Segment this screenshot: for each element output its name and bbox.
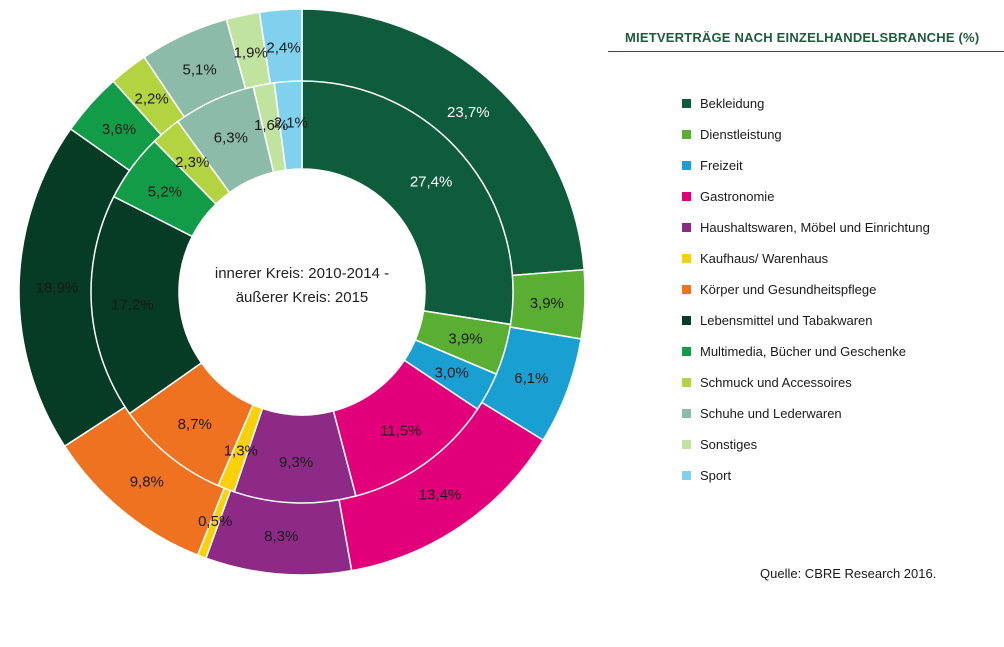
legend-label: Multimedia, Bücher und Geschenke bbox=[700, 344, 906, 359]
legend-label: Kaufhaus/ Warenhaus bbox=[700, 251, 829, 266]
inner-label-sport: 2,1% bbox=[274, 114, 308, 131]
source-note: Quelle: CBRE Research 2016. bbox=[760, 566, 937, 581]
legend-swatch bbox=[682, 130, 691, 139]
outer-label-sport: 2,4% bbox=[266, 40, 300, 57]
outer-label-multimedia-buecher-und-geschenke: 3,6% bbox=[102, 121, 136, 138]
inner-label-kaufhaus-warenhaus: 1,3% bbox=[224, 443, 258, 460]
legend-swatch bbox=[682, 409, 691, 418]
donut-chart: 23,7% 3,9% 6,1% 13,4% 8,3% 0,5% 9,8% 18,9% 3,6% 2… bbox=[18, 8, 586, 576]
legend-swatch bbox=[682, 347, 691, 356]
legend-item-lebensmittel-und-tabakwaren: Lebensmittel und Tabakwaren bbox=[682, 305, 930, 336]
legend-swatch bbox=[682, 223, 691, 232]
title-rule bbox=[608, 51, 1004, 52]
outer-label-lebensmittel-und-tabakwaren: 18,9% bbox=[36, 279, 79, 296]
inner-label-gastronomie: 11,5% bbox=[380, 422, 421, 439]
inner-label-freizeit: 3,0% bbox=[435, 365, 469, 382]
legend-item-haushaltswaren-moebel-und-einrichtung: Haushaltswaren, Möbel und Einrichtung bbox=[682, 212, 930, 243]
inner-ring bbox=[90, 80, 514, 504]
legend-swatch bbox=[682, 440, 691, 449]
inner-label-lebensmittel-und-tabakwaren: 17,2% bbox=[111, 296, 154, 313]
legend-swatch bbox=[682, 285, 691, 294]
legend-swatch bbox=[682, 192, 691, 201]
outer-label-schuhe-und-lederwaren: 5,1% bbox=[182, 61, 216, 78]
legend-label: Schmuck und Accessoires bbox=[700, 375, 852, 390]
inner-label-haushaltswaren-moebel-und-einrichtung: 9,3% bbox=[279, 454, 313, 471]
legend-label: Dienstleistung bbox=[700, 127, 782, 142]
inner-label-koerper-und-gesundheitspflege: 8,7% bbox=[178, 416, 212, 433]
segment-labels: 23,7% 3,9% 6,1% 13,4% 8,3% 0,5% 9,8% 18,9% 3,6% 2… bbox=[36, 40, 564, 545]
legend-item-bekleidung: Bekleidung bbox=[682, 88, 930, 119]
legend-item-sport: Sport bbox=[682, 460, 930, 491]
center-line-2: äußerer Kreis: 2015 bbox=[236, 289, 369, 306]
inner-slice-bekleidung bbox=[301, 80, 514, 326]
legend-label: Haushaltswaren, Möbel und Einrichtung bbox=[700, 220, 930, 235]
legend-item-kaufhaus-warenhaus: Kaufhaus/ Warenhaus bbox=[682, 243, 930, 274]
legend-swatch bbox=[682, 254, 691, 263]
outer-label-dienstleistung: 3,9% bbox=[530, 295, 564, 312]
inner-label-schmuck-und-accessoires: 2,3% bbox=[175, 154, 209, 171]
legend-swatch bbox=[682, 471, 691, 480]
legend-item-multimedia-buecher-und-geschenke: Multimedia, Bücher und Geschenke bbox=[682, 336, 930, 367]
inner-label-bekleidung: 27,4% bbox=[410, 173, 453, 190]
legend-label: Sonstiges bbox=[700, 437, 758, 452]
legend-item-schmuck-und-accessoires: Schmuck und Accessoires bbox=[682, 367, 930, 398]
legend-label: Schuhe und Lederwaren bbox=[700, 406, 842, 421]
legend-item-koerper-und-gesundheitspflege: Körper und Gesundheitspflege bbox=[682, 274, 930, 305]
legend-swatch bbox=[682, 161, 691, 170]
outer-label-gastronomie: 13,4% bbox=[419, 487, 462, 504]
inner-label-dienstleistung: 3,9% bbox=[448, 331, 482, 348]
legend: Bekleidung Dienstleistung Freizeit Gastrono… bbox=[682, 88, 930, 491]
legend-item-schuhe-und-lederwaren: Schuhe und Lederwaren bbox=[682, 398, 930, 429]
outer-label-bekleidung: 23,7% bbox=[447, 104, 490, 121]
center-line-1: innerer Kreis: 2010-2014 - bbox=[215, 265, 389, 282]
legend-item-sonstiges: Sonstiges bbox=[682, 429, 930, 460]
outer-label-schmuck-und-accessoires: 2,2% bbox=[134, 91, 168, 108]
legend-label: Körper und Gesundheitspflege bbox=[700, 282, 877, 297]
legend-label: Sport bbox=[700, 468, 732, 483]
legend-swatch bbox=[682, 378, 691, 387]
outer-label-kaufhaus-warenhaus: 0,5% bbox=[198, 513, 232, 530]
legend-title: MIETVERTRÄGE NACH EINZELHANDELSBRANCHE (… bbox=[625, 30, 980, 45]
outer-label-freizeit: 6,1% bbox=[514, 370, 548, 387]
legend-swatch bbox=[682, 99, 691, 108]
legend-item-gastronomie: Gastronomie bbox=[682, 181, 930, 212]
inner-label-multimedia-buecher-und-geschenke: 5,2% bbox=[148, 184, 182, 201]
legend-item-dienstleistung: Dienstleistung bbox=[682, 119, 930, 150]
legend-label: Gastronomie bbox=[700, 189, 775, 204]
inner-label-sonstiges: 1,6% bbox=[254, 117, 288, 134]
outer-label-sonstiges: 1,9% bbox=[234, 44, 268, 61]
legend-label: Bekleidung bbox=[700, 96, 765, 111]
legend-item-freizeit: Freizeit bbox=[682, 150, 930, 181]
outer-label-koerper-und-gesundheitspflege: 9,8% bbox=[130, 474, 164, 491]
outer-label-haushaltswaren-moebel-und-einrichtung: 8,3% bbox=[264, 528, 298, 545]
inner-label-schuhe-und-lederwaren: 6,3% bbox=[214, 130, 248, 147]
inner-slice-sport bbox=[273, 80, 303, 171]
legend-label: Lebensmittel und Tabakwaren bbox=[700, 313, 873, 328]
legend-label: Freizeit bbox=[700, 158, 743, 173]
legend-swatch bbox=[682, 316, 691, 325]
